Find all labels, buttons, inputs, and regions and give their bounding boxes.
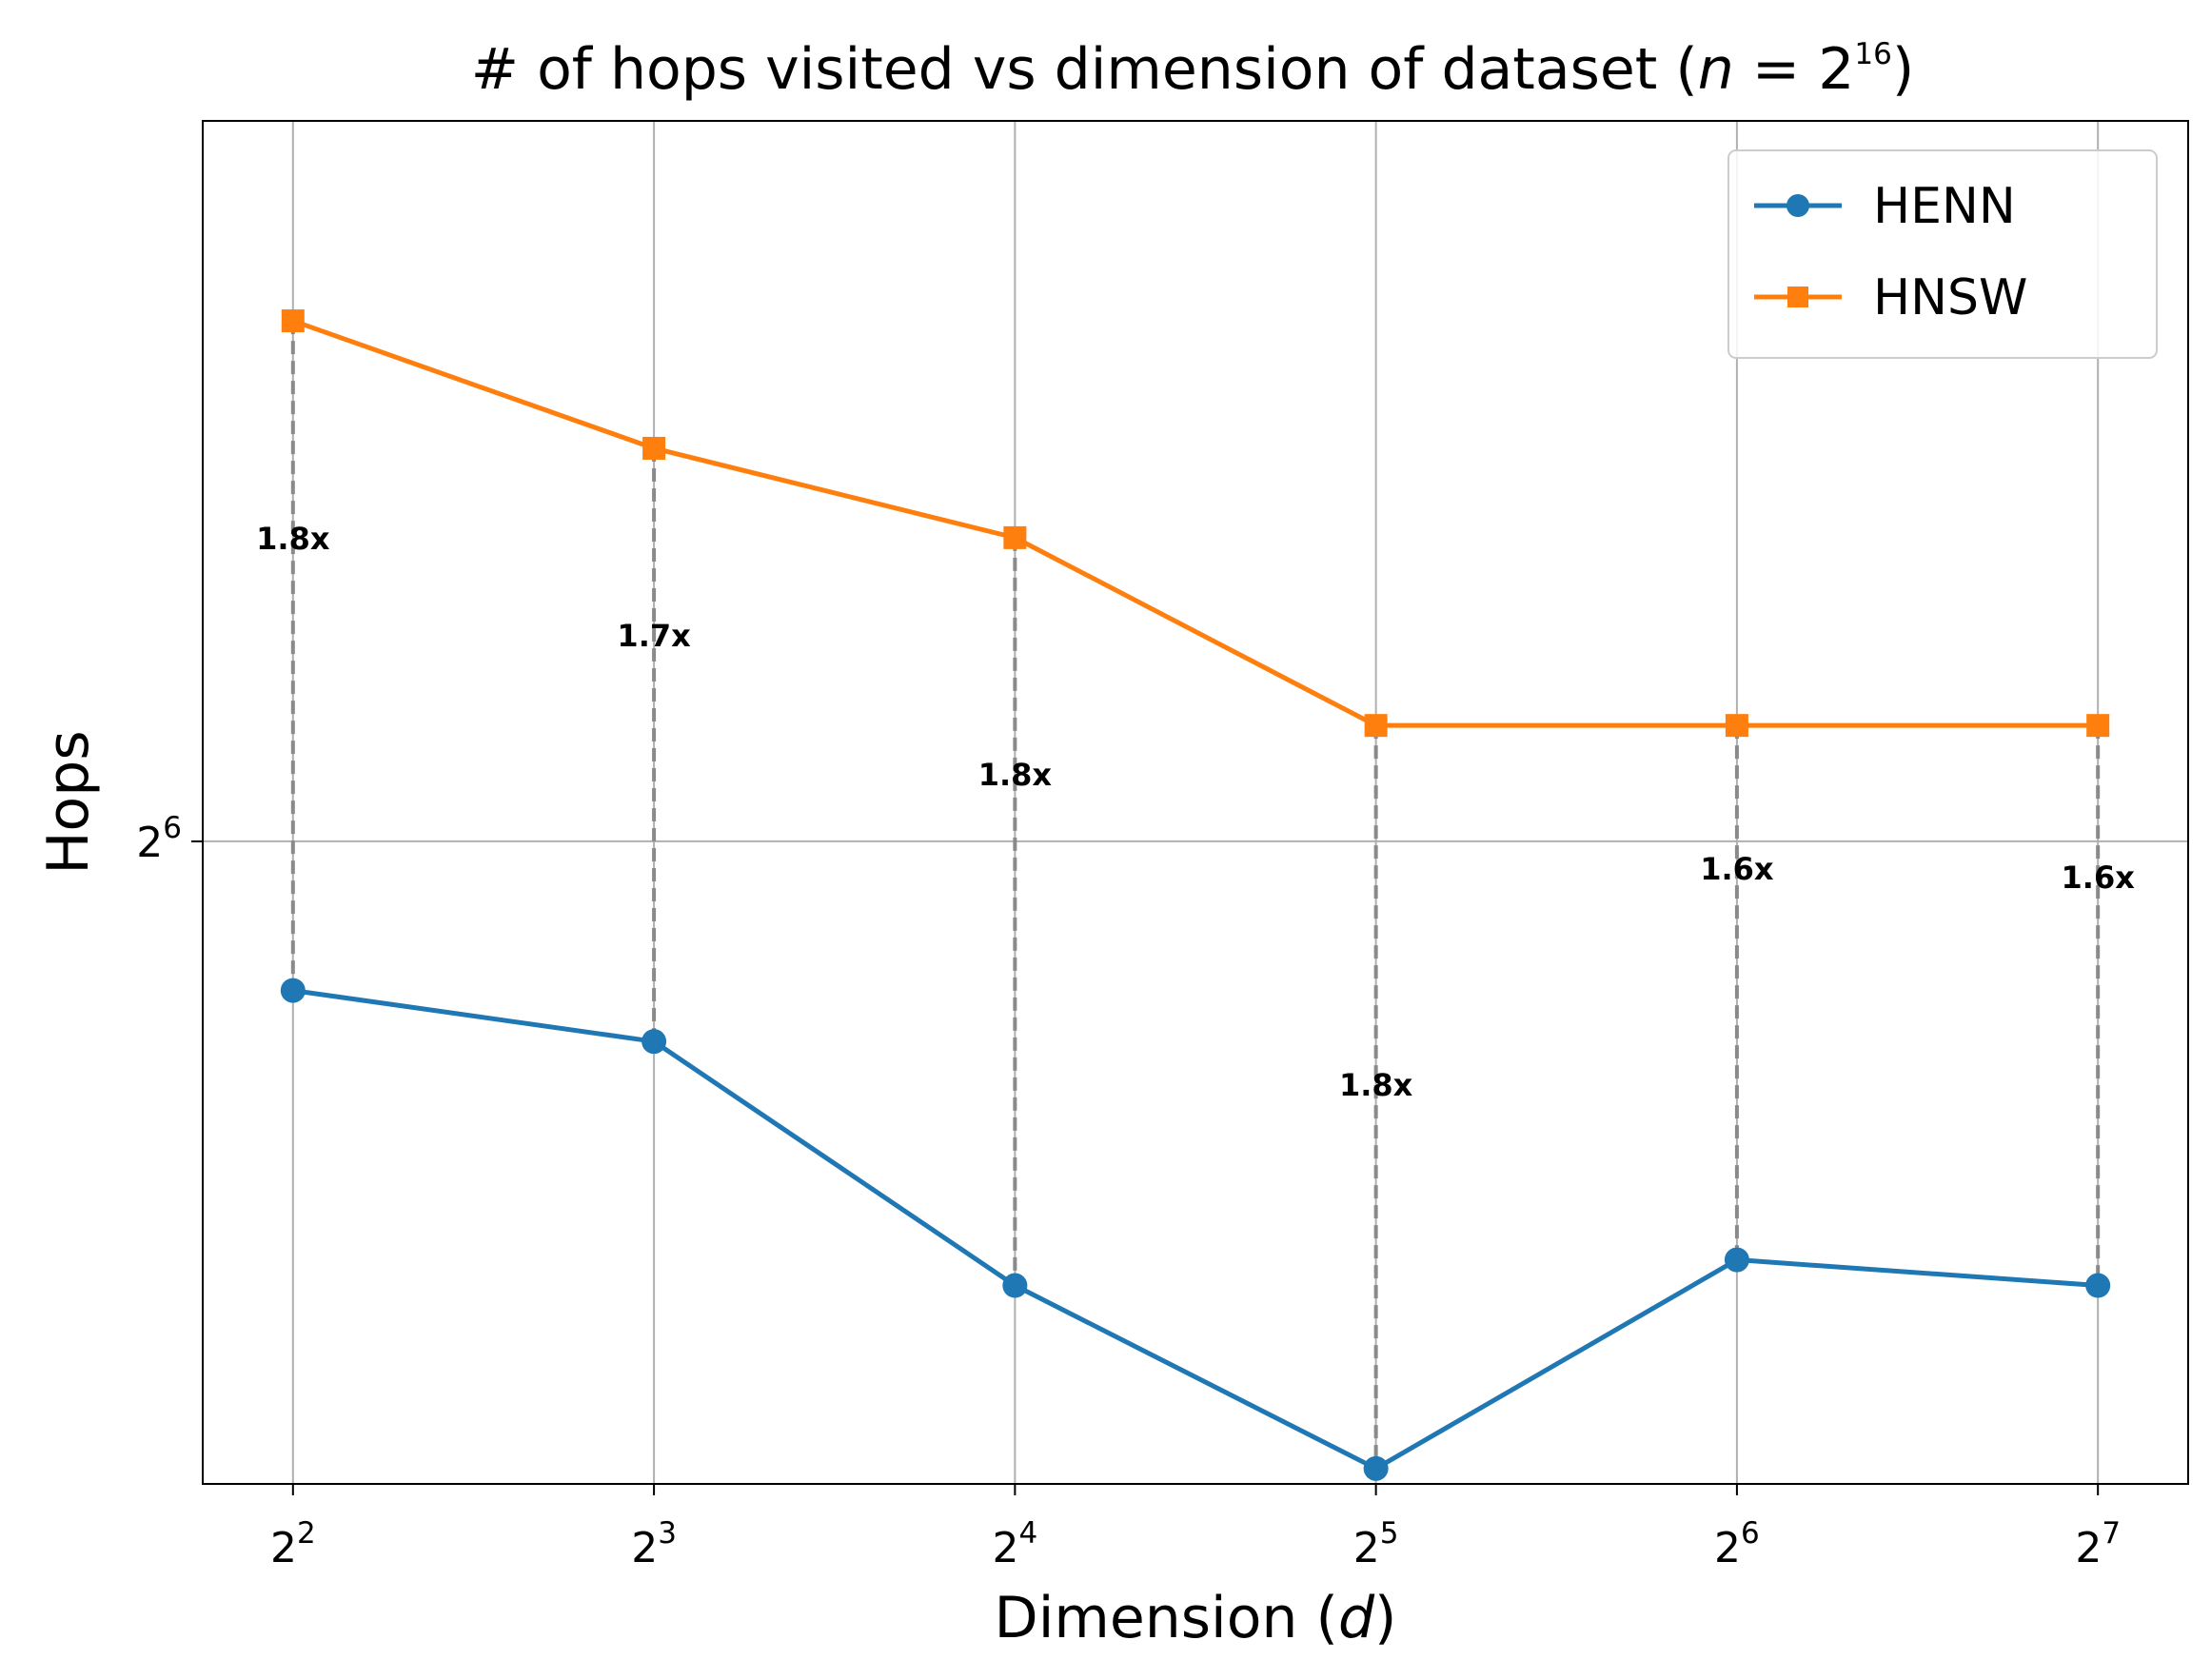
data-point-hnsw	[1364, 714, 1388, 738]
legend-label-henn: HENN	[1873, 178, 2016, 235]
data-point-henn	[1363, 1455, 1389, 1481]
ratio-label: 1.6x	[2062, 860, 2136, 896]
x-tick-label: 22	[270, 1516, 316, 1572]
data-point-hnsw	[281, 309, 305, 333]
y-axis-label: Hops	[35, 730, 102, 874]
ratio-label: 1.8x	[256, 521, 330, 557]
ratio-label: 1.8x	[1339, 1067, 1413, 1103]
ratio-connectors	[290, 321, 2101, 1469]
legend-marker-hnsw	[1787, 287, 1808, 307]
x-axis-label: Dimension (d)	[995, 1585, 1397, 1651]
x-tick-label: 26	[1714, 1516, 1760, 1572]
data-point-henn	[1002, 1273, 1028, 1298]
legend-entry-henn: HENN	[1754, 178, 2016, 235]
ratio-labels: 1.8x 1.7x 1.8x 1.8x 1.6x 1.6x	[256, 521, 2135, 1103]
x-tick-label: 25	[1353, 1516, 1399, 1572]
y-tick-label: 26	[136, 811, 182, 867]
x-tick-label: 27	[2075, 1516, 2121, 1572]
ratio-label: 1.6x	[1700, 851, 1774, 887]
data-point-hnsw	[2086, 714, 2110, 738]
x-tick-label: 24	[992, 1516, 1037, 1572]
legend: HENN HNSW	[1727, 149, 2158, 359]
legend-marker-henn	[1787, 194, 1809, 217]
chart-title: # of hops visited vs dimension of datase…	[471, 36, 1915, 103]
legend-frame	[1727, 149, 2158, 359]
series-line-henn	[292, 988, 2099, 1472]
legend-entry-hnsw: HNSW	[1754, 269, 2027, 326]
data-point-hnsw	[642, 436, 666, 460]
series-line-hnsw	[291, 318, 2099, 728]
x-axis-ticks: 22 23 24 25 26 27	[270, 1484, 2121, 1572]
data-point-hnsw	[1725, 714, 1748, 738]
data-point-henn	[280, 978, 306, 1003]
legend-label-hnsw: HNSW	[1873, 269, 2027, 326]
y-axis-ticks: 26	[136, 811, 203, 867]
x-tick-label: 23	[631, 1516, 677, 1572]
series-lines	[280, 309, 2111, 1481]
plot-area-frame	[202, 120, 2189, 1485]
data-point-hnsw	[1003, 525, 1027, 549]
data-point-henn	[2085, 1273, 2111, 1298]
data-point-henn	[642, 1029, 667, 1055]
data-point-henn	[1724, 1247, 1749, 1273]
ratio-label: 1.8x	[978, 757, 1053, 793]
ratio-label: 1.7x	[617, 618, 691, 654]
